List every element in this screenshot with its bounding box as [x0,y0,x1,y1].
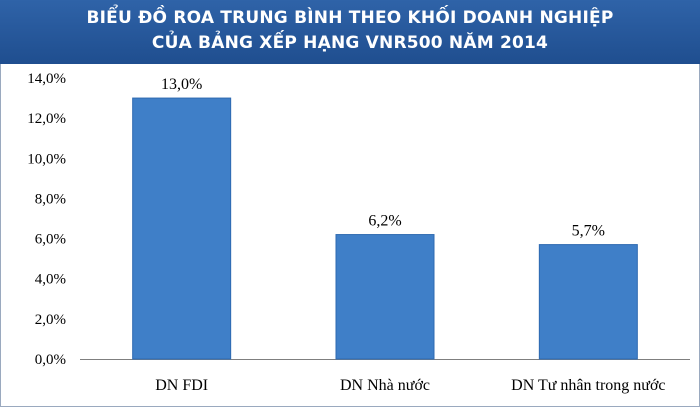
y-tick-label: 10,0% [27,151,66,167]
y-tick-label: 0,0% [35,352,66,368]
bar [132,97,232,360]
data-label: 5,7% [572,223,605,240]
data-label: 13,0% [161,76,202,93]
chart-title-bar: BIỂU ĐỒ ROA TRUNG BÌNH THEO KHỐI DOANH N… [0,0,700,64]
label-layer: 13,0% DN FDI 6,2% DN Nhà nước 5,7% DN Tư nhân… [155,76,665,394]
chart-title-line-2: CỦA BẢNG XẾP HẠNG VNR500 NĂM 2014 [151,33,549,53]
y-tick-label: 6,0% [35,232,66,248]
bar [335,234,435,360]
y-tick-label: 8,0% [35,191,66,207]
x-tick-label: DN Tư nhân trong nước [511,377,665,394]
y-tick-label: 2,0% [35,312,66,328]
data-label: 6,2% [368,213,401,230]
x-tick-label: DN FDI [155,377,208,394]
y-tick-label: 4,0% [35,272,66,288]
chart-title-line-1: BIỂU ĐỒ ROA TRUNG BÌNH THEO KHỐI DOANH N… [86,8,614,28]
y-tick-label: 14,0% [27,71,66,87]
axis-layer: 0,0% 2,0% 4,0% 6,0% 8,0% 10,0% 12,0% 14,0% [27,71,690,368]
x-tick-label: DN Nhà nước [340,377,430,394]
bar-layer [132,97,638,360]
bar [538,244,638,360]
y-tick-label: 12,0% [27,111,66,127]
